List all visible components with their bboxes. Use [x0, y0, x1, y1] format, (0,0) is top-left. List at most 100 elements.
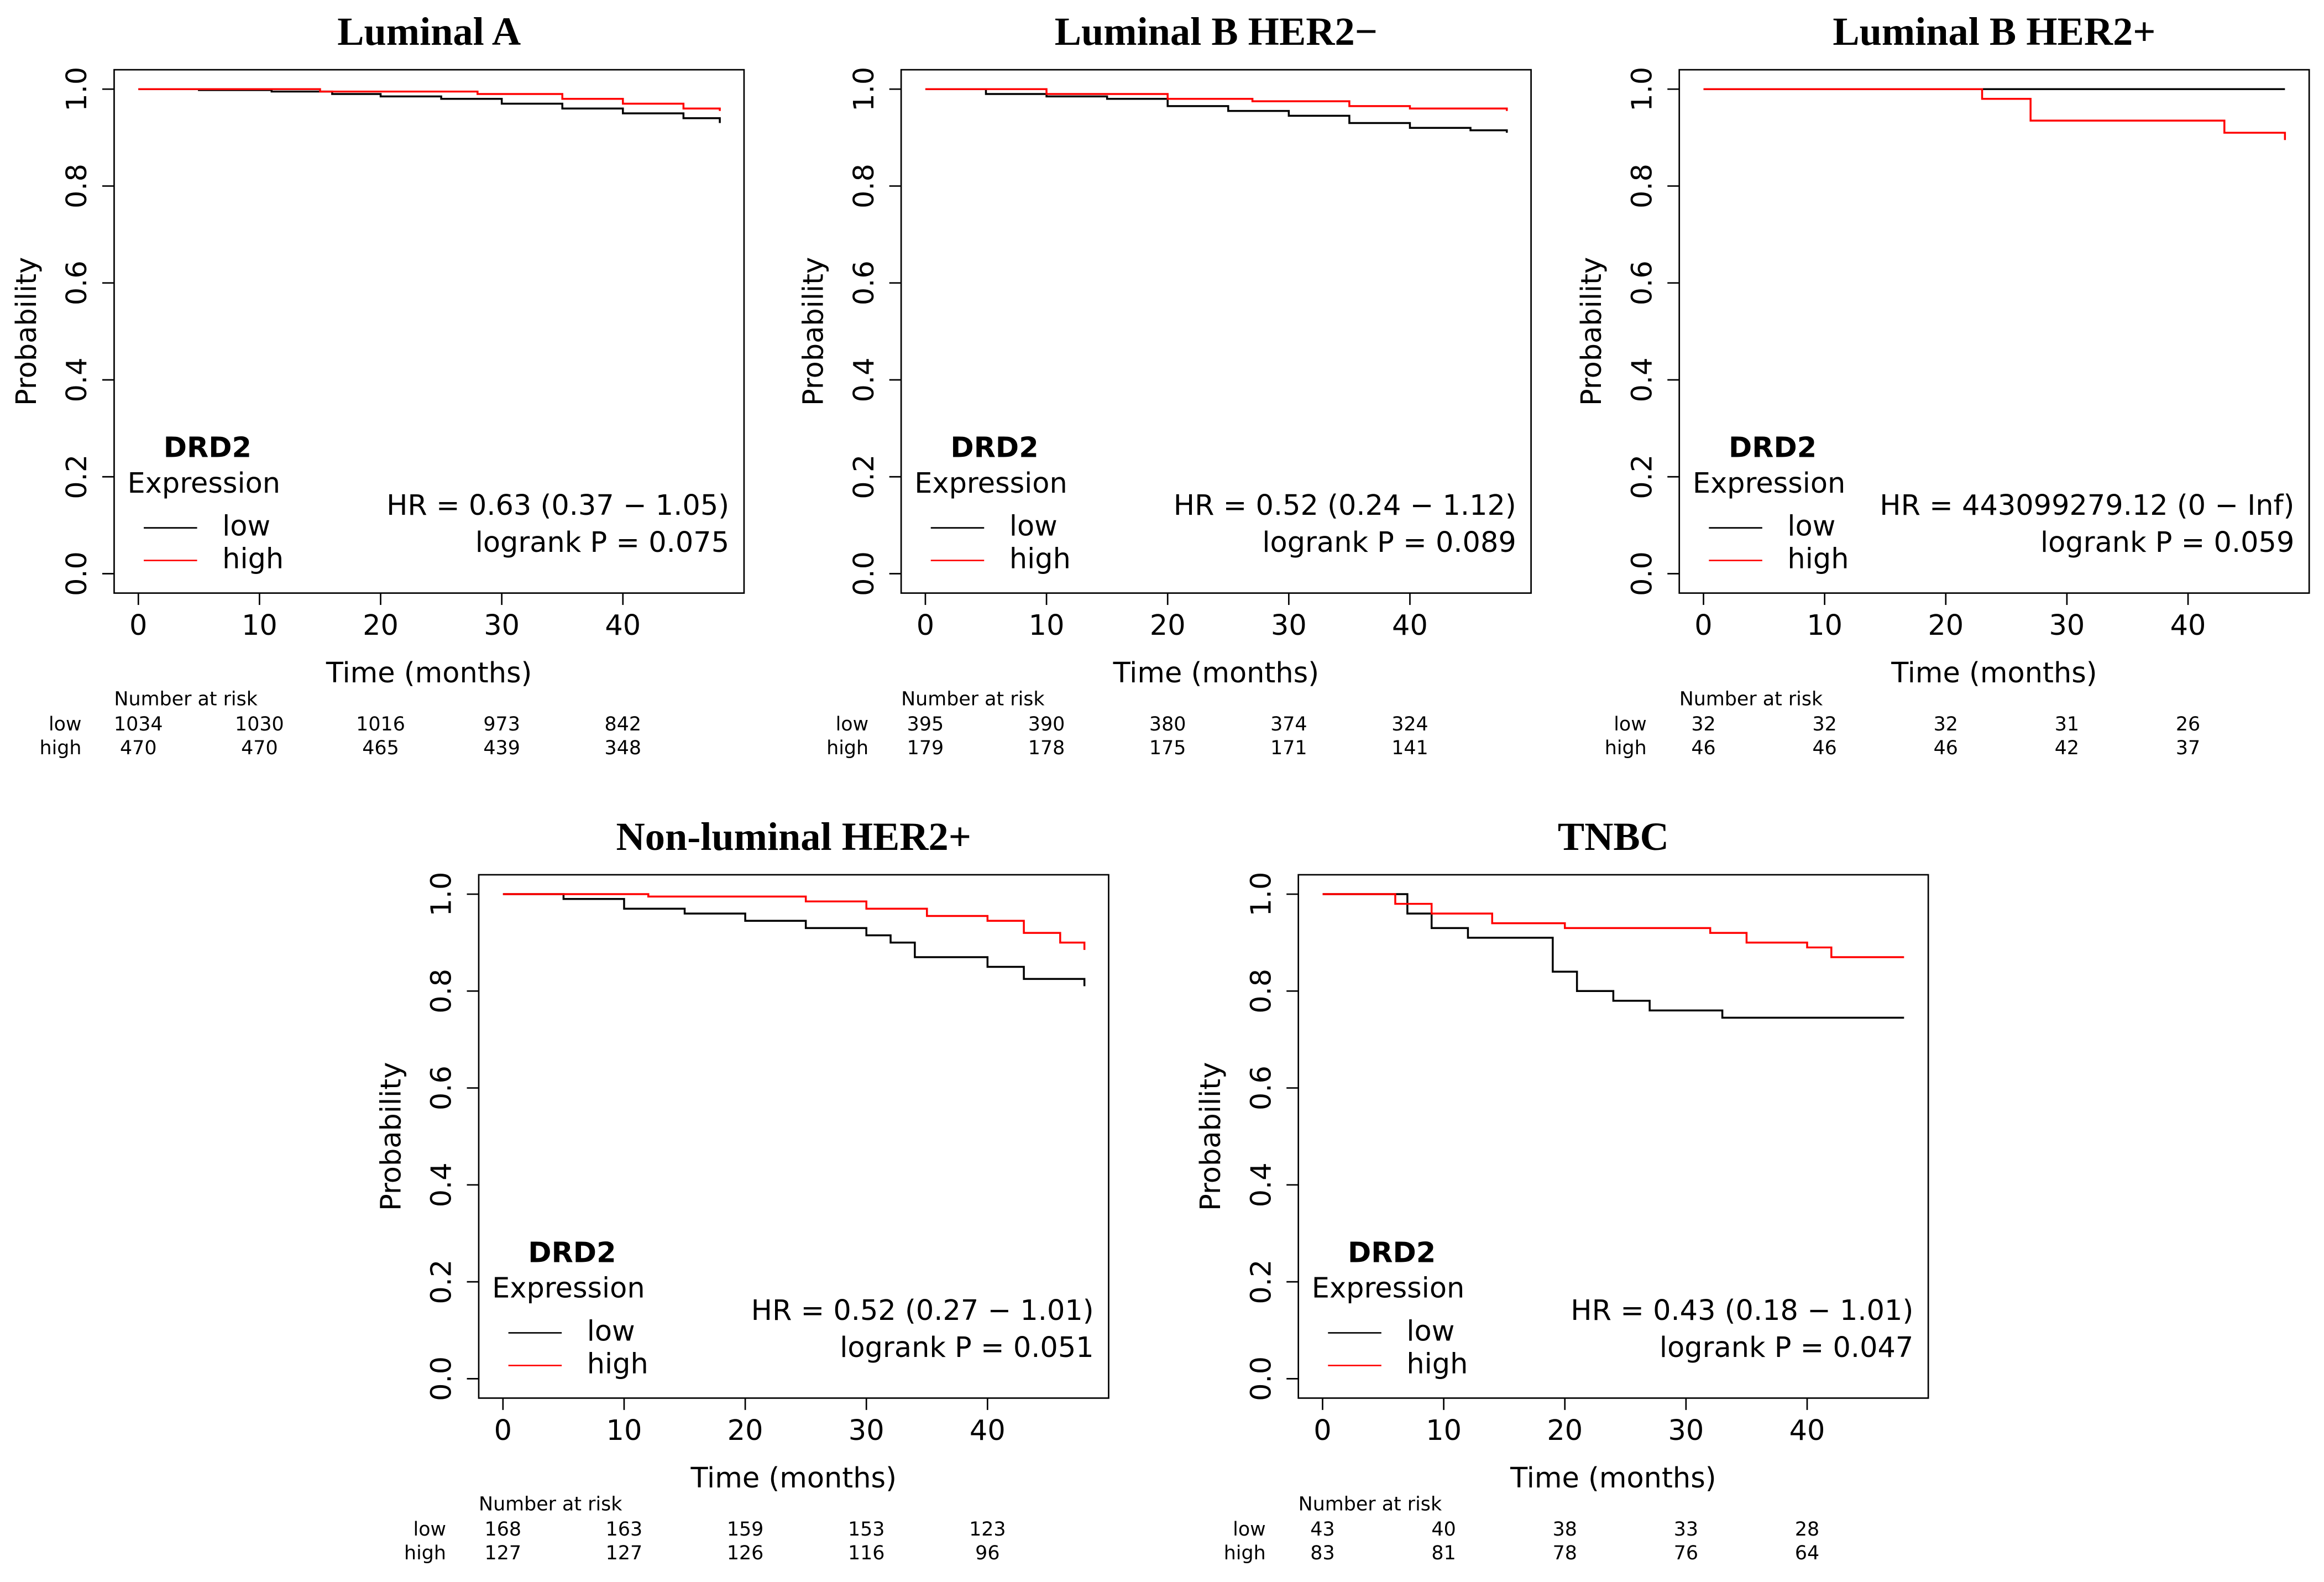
x-tick-label: 0 — [1694, 609, 1712, 642]
risk-value: 973 — [483, 713, 520, 735]
y-tick-label: 0.0 — [1245, 1356, 1278, 1401]
plot-frame — [1678, 69, 2310, 594]
annotation: logrank P = 0.059 — [2040, 526, 2294, 559]
y-tick-label: 0.4 — [1245, 1162, 1278, 1207]
x-axis-label: Time (months) — [326, 657, 532, 690]
risk-value: 163 — [606, 1518, 643, 1541]
risk-value: 470 — [120, 737, 157, 759]
risk-value: 159 — [727, 1518, 764, 1541]
y-tick-label: 0.8 — [1245, 969, 1278, 1014]
risk-row-label: low — [49, 713, 81, 735]
survival-curve — [138, 88, 721, 111]
risk-value: 28 — [1795, 1518, 1819, 1541]
risk-value: 33 — [1674, 1518, 1698, 1541]
y-tick-label: 0.2 — [1245, 1260, 1278, 1304]
risk-table-title: Number at risk — [479, 1493, 622, 1515]
risk-value: 1016 — [356, 713, 405, 735]
legend-label: low — [222, 510, 270, 543]
y-tick-label: 0.8 — [1626, 164, 1658, 208]
panel-title: Luminal B HER2+ — [1833, 9, 2155, 54]
risk-value: 175 — [1149, 737, 1186, 759]
plot-frame — [900, 69, 1532, 594]
risk-value: 64 — [1795, 1542, 1819, 1564]
risk-value: 40 — [1431, 1518, 1456, 1541]
survival-curve — [925, 88, 1508, 111]
risk-row-label: low — [1614, 713, 1647, 735]
x-tick-label: 0 — [494, 1414, 512, 1447]
risk-value: 141 — [1391, 737, 1428, 759]
y-tick-label: 0.0 — [426, 1356, 458, 1401]
x-tick-label: 10 — [1426, 1414, 1462, 1447]
annotation: logrank P = 0.051 — [840, 1332, 1093, 1364]
x-tick-label: 0 — [1313, 1414, 1331, 1447]
x-tick-label: 40 — [1789, 1414, 1825, 1447]
legend-label: low — [1009, 510, 1058, 543]
annotation: HR = 0.52 (0.27 − 1.01) — [751, 1294, 1094, 1327]
x-tick-label: 40 — [2170, 609, 2206, 642]
annotation: HR = 0.63 (0.37 − 1.05) — [386, 489, 729, 522]
risk-value: 470 — [241, 737, 278, 759]
x-tick-label: 40 — [1392, 609, 1428, 642]
legend-subtitle: Expression — [1693, 467, 1846, 500]
risk-value: 178 — [1028, 737, 1065, 759]
risk-row-label: high — [39, 737, 81, 759]
legend-title: DRD2 — [950, 432, 1038, 464]
legend-label: high — [1787, 543, 1849, 576]
risk-row-label: low — [413, 1518, 447, 1541]
y-tick-label: 1.0 — [1245, 872, 1278, 917]
x-axis-label: Time (months) — [690, 1462, 897, 1495]
risk-row-label: high — [1605, 737, 1647, 759]
risk-table-title: Number at risk — [1299, 1493, 1442, 1515]
risk-value: 123 — [969, 1518, 1006, 1541]
risk-value: 32 — [1691, 713, 1715, 735]
y-axis-label: Probability — [1575, 257, 1608, 406]
survival-curve — [138, 88, 721, 123]
legend-subtitle: Expression — [1312, 1272, 1465, 1305]
risk-value: 96 — [975, 1542, 999, 1564]
annotation: HR = 0.43 (0.18 − 1.01) — [1571, 1294, 1913, 1327]
risk-value: 32 — [1812, 713, 1836, 735]
x-tick-label: 20 — [1150, 609, 1186, 642]
x-tick-label: 0 — [917, 609, 934, 642]
risk-value: 81 — [1431, 1542, 1456, 1564]
risk-value: 168 — [485, 1518, 522, 1541]
risk-row-label: high — [404, 1542, 446, 1564]
x-tick-label: 10 — [606, 1414, 642, 1447]
annotation: HR = 0.52 (0.24 − 1.12) — [1174, 489, 1516, 522]
y-tick-label: 0.2 — [1626, 455, 1658, 499]
risk-row-label: low — [1233, 1518, 1266, 1541]
y-tick-label: 1.0 — [426, 872, 458, 917]
y-tick-label: 0.2 — [848, 455, 881, 499]
legend-label: low — [1787, 510, 1835, 543]
y-tick-label: 1.0 — [1626, 67, 1658, 112]
risk-value: 395 — [907, 713, 944, 735]
risk-value: 42 — [2055, 737, 2079, 759]
y-tick-label: 0.4 — [426, 1162, 458, 1207]
y-tick-label: 0.6 — [61, 260, 93, 305]
x-tick-label: 20 — [1547, 1414, 1583, 1447]
risk-value: 127 — [606, 1542, 643, 1564]
risk-value: 390 — [1028, 713, 1065, 735]
risk-table-title: Number at risk — [901, 688, 1045, 711]
risk-table-title: Number at risk — [114, 688, 258, 711]
y-tick-label: 0.6 — [1245, 1066, 1278, 1110]
x-tick-label: 10 — [242, 609, 278, 642]
km-panel: Luminal B HER2+ 0 10 20 30 40 0.0 0.2 0.4 0.6 0.8 1… — [1575, 9, 2310, 759]
risk-value: 171 — [1270, 737, 1307, 759]
risk-value: 324 — [1391, 713, 1428, 735]
y-tick-label: 0.8 — [61, 164, 93, 208]
y-tick-label: 0.8 — [848, 164, 881, 208]
annotation: logrank P = 0.075 — [475, 526, 729, 559]
panel-title: TNBC — [1558, 814, 1669, 859]
x-tick-label: 20 — [727, 1414, 763, 1447]
y-axis-label: Probability — [798, 257, 830, 406]
risk-value: 46 — [1691, 737, 1715, 759]
risk-value: 78 — [1553, 1542, 1577, 1564]
legend-title: DRD2 — [528, 1236, 616, 1269]
y-tick-label: 0.6 — [426, 1066, 458, 1110]
risk-value: 126 — [727, 1542, 764, 1564]
y-tick-label: 0.0 — [848, 551, 881, 596]
risk-value: 153 — [848, 1518, 885, 1541]
x-tick-label: 20 — [1928, 609, 1964, 642]
